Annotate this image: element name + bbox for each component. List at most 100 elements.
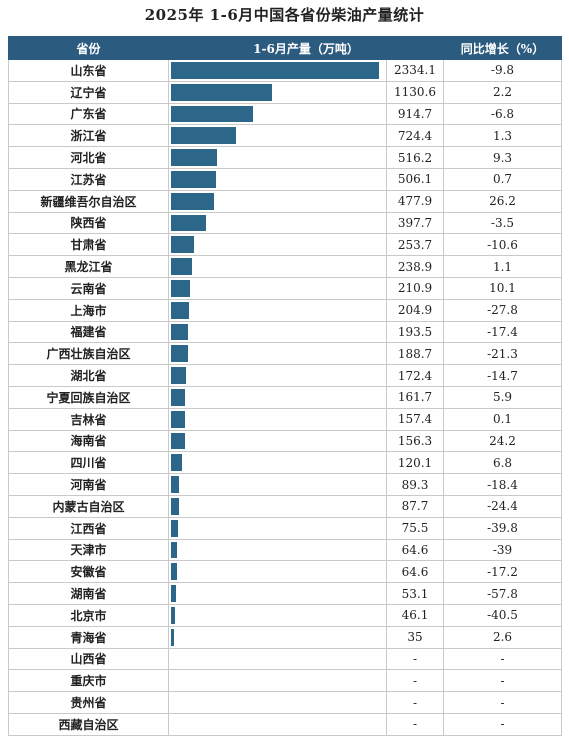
province-cell: 河南省 (8, 473, 169, 496)
production-bar (171, 410, 186, 428)
growth-value: 1.1 (443, 255, 562, 278)
production-bar (171, 170, 217, 188)
table-row: 天津市 64.6 -39 (8, 538, 562, 562)
bar-cell (168, 473, 387, 496)
production-value: 64.6 (386, 538, 444, 562)
growth-value: -24.4 (443, 494, 562, 518)
province-cell: 海南省 (8, 429, 169, 453)
production-bar (171, 585, 176, 602)
province-cell: 福建省 (8, 320, 169, 344)
production-bar (171, 345, 188, 363)
table-row: 浙江省 724.4 1.3 (8, 124, 562, 148)
growth-value: -3.5 (443, 211, 562, 235)
bar-cell (168, 582, 387, 605)
production-bar (171, 497, 179, 515)
table-row: 甘肃省 253.7 -10.6 (8, 233, 562, 257)
bar-cell (168, 233, 387, 257)
table-row: 福建省 193.5 -17.4 (8, 320, 562, 344)
province-cell: 重庆市 (8, 669, 169, 693)
table-row: 云南省 210.9 10.1 (8, 276, 562, 300)
growth-value: -21.3 (443, 342, 562, 366)
province-cell: 黑龙江省 (8, 255, 169, 278)
table-body: 山东省 2334.1 -9.8 辽宁省 1130.6 2.2 广东省 914.7 -6.8 浙江省… (8, 59, 562, 736)
production-value: 53.1 (386, 582, 444, 605)
production-value: 914.7 (386, 102, 444, 126)
table-row: 湖南省 53.1 -57.8 (8, 582, 562, 605)
growth-value: -9.8 (443, 59, 562, 82)
bar-cell (168, 407, 387, 431)
production-bar (171, 279, 190, 297)
province-cell: 陕西省 (8, 211, 169, 235)
table-row: 北京市 46.1 -40.5 (8, 603, 562, 627)
growth-value: -40.5 (443, 603, 562, 627)
province-cell: 内蒙古自治区 (8, 494, 169, 518)
production-bar (171, 628, 175, 646)
table-row: 湖北省 172.4 -14.7 (8, 364, 562, 387)
province-cell: 辽宁省 (8, 80, 169, 104)
production-value: 193.5 (386, 320, 444, 344)
header-province: 省份 (8, 36, 169, 60)
growth-value: -39 (443, 538, 562, 562)
production-value: 161.7 (386, 385, 444, 409)
production-bar (171, 541, 177, 559)
production-bar (171, 432, 185, 450)
growth-value: -18.4 (443, 473, 562, 496)
production-bar (171, 519, 178, 537)
production-value: 120.1 (386, 451, 444, 475)
province-cell: 河北省 (8, 146, 169, 169)
production-value: 204.9 (386, 298, 444, 322)
production-bar (171, 258, 193, 275)
bar-cell (168, 59, 387, 82)
production-bar (171, 83, 272, 101)
production-value: 210.9 (386, 276, 444, 300)
production-value: 506.1 (386, 167, 444, 191)
table-row: 河南省 89.3 -18.4 (8, 473, 562, 496)
province-cell: 云南省 (8, 276, 169, 300)
growth-value: -14.7 (443, 364, 562, 387)
growth-value: - (443, 669, 562, 693)
bar-cell (168, 189, 387, 213)
production-value: 172.4 (386, 364, 444, 387)
bar-cell (168, 494, 387, 518)
growth-value: - (443, 647, 562, 671)
production-value: 1130.6 (386, 80, 444, 104)
growth-value: 26.2 (443, 189, 562, 213)
production-bar (171, 62, 379, 79)
province-cell: 天津市 (8, 538, 169, 562)
production-value: 516.2 (386, 146, 444, 169)
bar-cell (168, 167, 387, 191)
growth-value: 0.1 (443, 407, 562, 431)
production-bar (171, 149, 217, 166)
production-bar (171, 476, 179, 493)
province-cell: 西藏自治区 (8, 712, 169, 736)
province-cell: 北京市 (8, 603, 169, 627)
table-row: 江西省 75.5 -39.8 (8, 516, 562, 540)
production-value: 253.7 (386, 233, 444, 257)
growth-value: 10.1 (443, 276, 562, 300)
province-cell: 广东省 (8, 102, 169, 126)
province-cell: 湖南省 (8, 582, 169, 605)
production-bar (171, 367, 187, 384)
province-cell: 贵州省 (8, 691, 169, 714)
production-bar (171, 127, 236, 145)
growth-value: 5.9 (443, 385, 562, 409)
growth-value: - (443, 691, 562, 714)
growth-value: 9.3 (443, 146, 562, 169)
growth-value: 1.3 (443, 124, 562, 148)
production-table: 省份 1-6月产量（万吨） 同比增长（%） 山东省 2334.1 -9.8 辽宁省 11… (8, 36, 562, 736)
growth-value: 6.8 (443, 451, 562, 475)
growth-value: -39.8 (443, 516, 562, 540)
bar-cell (168, 712, 387, 736)
table-row: 江苏省 506.1 0.7 (8, 167, 562, 191)
table-row: 宁夏回族自治区 161.7 5.9 (8, 385, 562, 409)
production-value: 46.1 (386, 603, 444, 627)
bar-cell (168, 603, 387, 627)
chart-title: 2025年 1-6月中国各省份柴油产量统计 (144, 6, 425, 24)
bar-cell (168, 276, 387, 300)
production-value: 64.6 (386, 560, 444, 584)
bar-cell (168, 429, 387, 453)
production-bar (171, 388, 186, 406)
table-row: 广东省 914.7 -6.8 (8, 102, 562, 126)
production-bar (171, 236, 194, 254)
